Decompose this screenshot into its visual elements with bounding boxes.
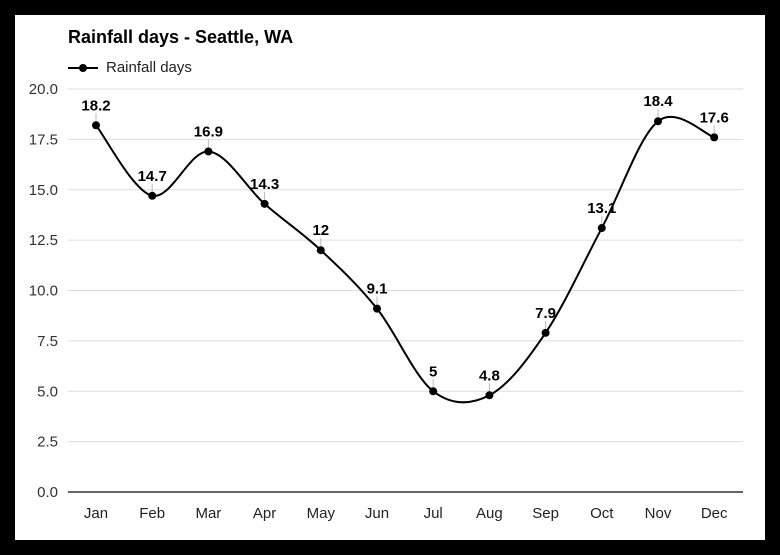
y-tick-label: 10.0 [29, 283, 58, 300]
data-point [373, 304, 381, 313]
legend-line-marker-icon [68, 63, 98, 72]
x-tick-label: Jan [84, 505, 108, 522]
y-tick-label: 12.5 [29, 232, 58, 249]
x-tick-label: Apr [253, 505, 276, 522]
x-tick-label: Jun [365, 505, 389, 522]
data-label: 9.1 [367, 281, 388, 298]
data-point [148, 191, 157, 200]
data-label: 4.8 [479, 367, 500, 384]
data-label: 12 [312, 222, 329, 239]
y-tick-label: 2.5 [37, 434, 58, 451]
data-label: 5 [429, 363, 437, 380]
x-tick-label: Dec [701, 505, 728, 522]
data-point [260, 199, 269, 208]
data-label: 16.9 [194, 123, 223, 140]
data-point [316, 246, 325, 255]
data-label: 18.2 [81, 97, 110, 114]
data-point [92, 121, 100, 130]
data-label: 17.6 [700, 109, 729, 126]
data-label: 18.4 [643, 93, 673, 110]
chart-title: Rainfall days - Seattle, WA [68, 27, 294, 47]
x-tick-label: May [307, 505, 336, 522]
x-tick-label: Oct [590, 505, 614, 522]
y-tick-label: 17.5 [29, 131, 58, 148]
data-label: 13.1 [587, 200, 616, 217]
data-point [485, 391, 494, 400]
x-tick-label: Mar [195, 505, 221, 522]
y-tick-label: 7.5 [37, 333, 58, 350]
data-label: 14.7 [138, 168, 167, 185]
data-point [541, 328, 550, 337]
x-tick-label: Aug [476, 505, 503, 522]
x-tick-label: Feb [139, 505, 165, 522]
y-tick-label: 0.0 [37, 484, 58, 501]
x-tick-label: Nov [645, 505, 672, 522]
data-point [597, 224, 606, 233]
legend: Rainfall days [68, 59, 192, 76]
x-tick-label: Sep [532, 505, 559, 522]
chart-plot: 0.0 2.5 5.0 7.5 10.0 12.5 15.0 17.5 20.0 Jan Feb Ma… [29, 81, 743, 522]
data-point [710, 133, 719, 142]
chart-card: Rainfall days - Seattle, WA Rainfall day… [15, 15, 765, 540]
data-label: 14.3 [250, 176, 279, 193]
series-line [95, 115, 715, 404]
data-point [429, 387, 438, 396]
y-tick-label: 15.0 [29, 182, 58, 199]
legend-label: Rainfall days [106, 59, 192, 76]
y-tick-label: 5.0 [37, 383, 58, 400]
data-label: 7.9 [535, 305, 556, 322]
x-tick-label: Jul [424, 505, 443, 522]
data-point [654, 117, 662, 126]
data-point [204, 147, 213, 156]
y-tick-label: 20.0 [29, 81, 58, 98]
